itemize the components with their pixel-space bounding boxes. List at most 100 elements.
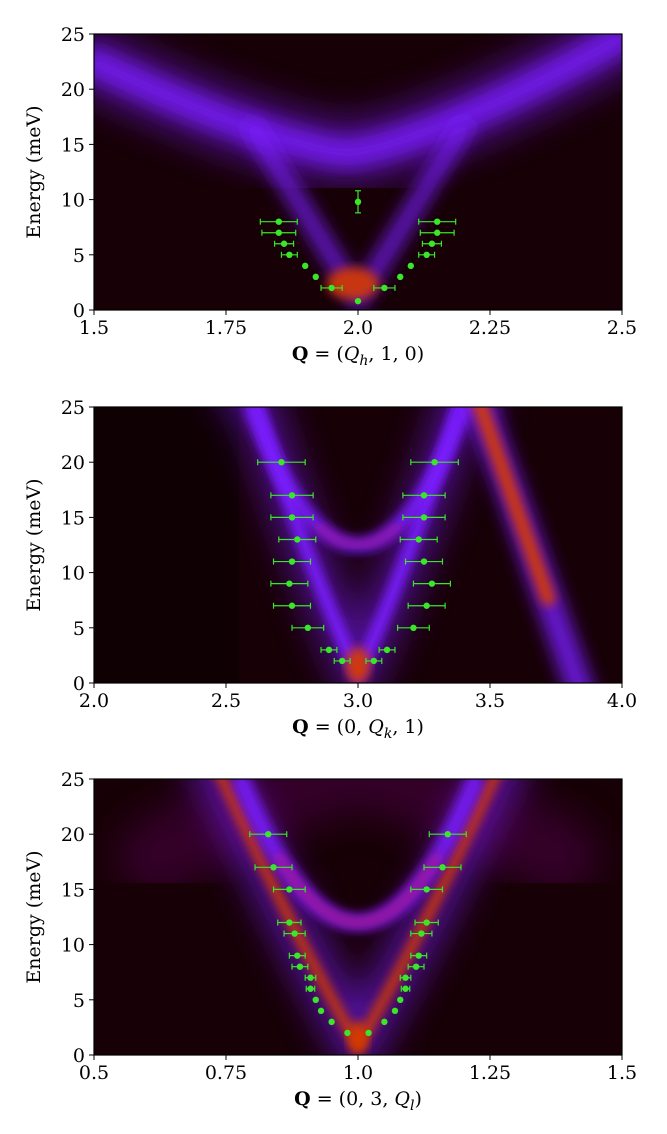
data-marker bbox=[302, 262, 309, 270]
x-tick-label: 2.5 bbox=[211, 690, 241, 712]
y-tick-label: 10 bbox=[61, 563, 85, 585]
data-point bbox=[257, 459, 306, 466]
data-marker bbox=[286, 886, 293, 893]
y-tick-label: 15 bbox=[61, 879, 85, 901]
chart-panel-2: 2.0 2.5 3.0 3.5 4.0 0 5 10 15 20 25 Energy (meV) Q =… bbox=[23, 397, 637, 742]
data-marker bbox=[288, 492, 296, 499]
band-upper bbox=[94, 34, 622, 167]
data-marker bbox=[275, 229, 282, 236]
data-point bbox=[272, 558, 312, 565]
x-axis-label: Q = (0, 3, Ql) bbox=[294, 1088, 422, 1114]
data-point bbox=[399, 974, 412, 981]
data-point bbox=[407, 262, 414, 270]
data-point bbox=[312, 996, 319, 1003]
data-point bbox=[291, 624, 325, 631]
data-point bbox=[407, 602, 446, 609]
data-marker bbox=[418, 930, 425, 937]
data-point bbox=[399, 536, 438, 543]
data-point bbox=[423, 864, 462, 871]
data-marker bbox=[365, 1029, 372, 1037]
data-point bbox=[365, 1029, 372, 1037]
data-point bbox=[397, 996, 404, 1003]
data-marker bbox=[312, 273, 319, 281]
heatmap-area bbox=[94, 779, 622, 1055]
y-axis-label: Energy (meV) bbox=[23, 478, 45, 611]
data-marker bbox=[412, 963, 420, 970]
x-tick-label: 4.0 bbox=[607, 690, 637, 712]
x-tick-label: 2.0 bbox=[343, 317, 373, 339]
data-point bbox=[407, 963, 425, 970]
data-point bbox=[272, 886, 306, 893]
data-marker bbox=[280, 240, 288, 247]
data-marker bbox=[270, 864, 277, 871]
data-point bbox=[404, 558, 444, 565]
x-tick-label: 2.25 bbox=[469, 317, 511, 339]
data-point bbox=[333, 657, 351, 665]
x-tick-label: 3.5 bbox=[475, 690, 505, 712]
y-tick-label: 20 bbox=[61, 79, 85, 101]
data-marker bbox=[423, 919, 430, 926]
data-marker bbox=[381, 284, 388, 292]
data-point bbox=[412, 580, 451, 587]
x-tick-label: 0.5 bbox=[79, 1062, 109, 1084]
heatmap-area bbox=[94, 34, 622, 310]
data-marker bbox=[325, 646, 333, 654]
data-point bbox=[288, 952, 306, 959]
data-marker bbox=[294, 952, 301, 959]
data-point bbox=[381, 1018, 388, 1026]
data-marker bbox=[434, 218, 441, 225]
data-point bbox=[391, 1007, 399, 1015]
y-tick-label: 5 bbox=[73, 990, 85, 1012]
data-point bbox=[397, 624, 430, 631]
heatmap-area bbox=[94, 407, 622, 683]
data-marker bbox=[370, 657, 378, 665]
data-marker bbox=[420, 514, 428, 521]
band-hotspot bbox=[348, 1021, 368, 1054]
data-point bbox=[373, 284, 396, 292]
data-point bbox=[261, 229, 297, 236]
data-marker bbox=[407, 262, 414, 270]
data-marker bbox=[402, 985, 409, 992]
data-point bbox=[354, 297, 362, 305]
x-tick-label: 1.0 bbox=[343, 1062, 373, 1084]
data-point bbox=[397, 273, 404, 281]
data-point bbox=[272, 602, 312, 609]
band-hotspot bbox=[346, 647, 370, 683]
y-tick-label: 25 bbox=[61, 24, 85, 46]
data-point bbox=[302, 262, 309, 270]
data-marker bbox=[304, 624, 312, 631]
data-point bbox=[402, 514, 446, 521]
band-hotspot bbox=[326, 267, 379, 300]
y-axis-label: Energy (meV) bbox=[23, 105, 45, 238]
x-tick-label: 2.5 bbox=[607, 317, 637, 339]
data-marker bbox=[391, 1007, 399, 1015]
data-point bbox=[320, 646, 338, 654]
data-point bbox=[320, 284, 343, 292]
data-point bbox=[410, 886, 444, 893]
data-point bbox=[400, 985, 411, 992]
data-point bbox=[291, 963, 309, 970]
y-tick-label: 5 bbox=[73, 618, 85, 640]
data-marker bbox=[286, 919, 293, 926]
x-tick-label: 3.0 bbox=[343, 690, 373, 712]
data-point bbox=[270, 580, 309, 587]
data-point bbox=[249, 831, 288, 838]
data-point bbox=[277, 919, 302, 926]
data-marker bbox=[288, 514, 296, 521]
data-marker bbox=[397, 273, 404, 281]
data-marker bbox=[338, 657, 346, 665]
y-tick-label: 25 bbox=[61, 769, 85, 791]
data-marker bbox=[328, 284, 335, 292]
data-point bbox=[410, 459, 459, 466]
x-tick-label: 1.5 bbox=[607, 1062, 637, 1084]
chart-panel-1: 1.5 1.75 2.0 2.25 2.5 0 5 10 15 20 25 Energy (meV) Q… bbox=[23, 24, 637, 369]
data-point bbox=[317, 1007, 325, 1015]
data-point bbox=[270, 514, 314, 521]
dark-region bbox=[94, 407, 240, 683]
band-upper-red bbox=[315, 523, 401, 549]
data-point bbox=[378, 646, 396, 654]
data-marker bbox=[420, 492, 428, 499]
y-tick-label: 15 bbox=[61, 134, 85, 156]
data-marker bbox=[296, 963, 304, 970]
